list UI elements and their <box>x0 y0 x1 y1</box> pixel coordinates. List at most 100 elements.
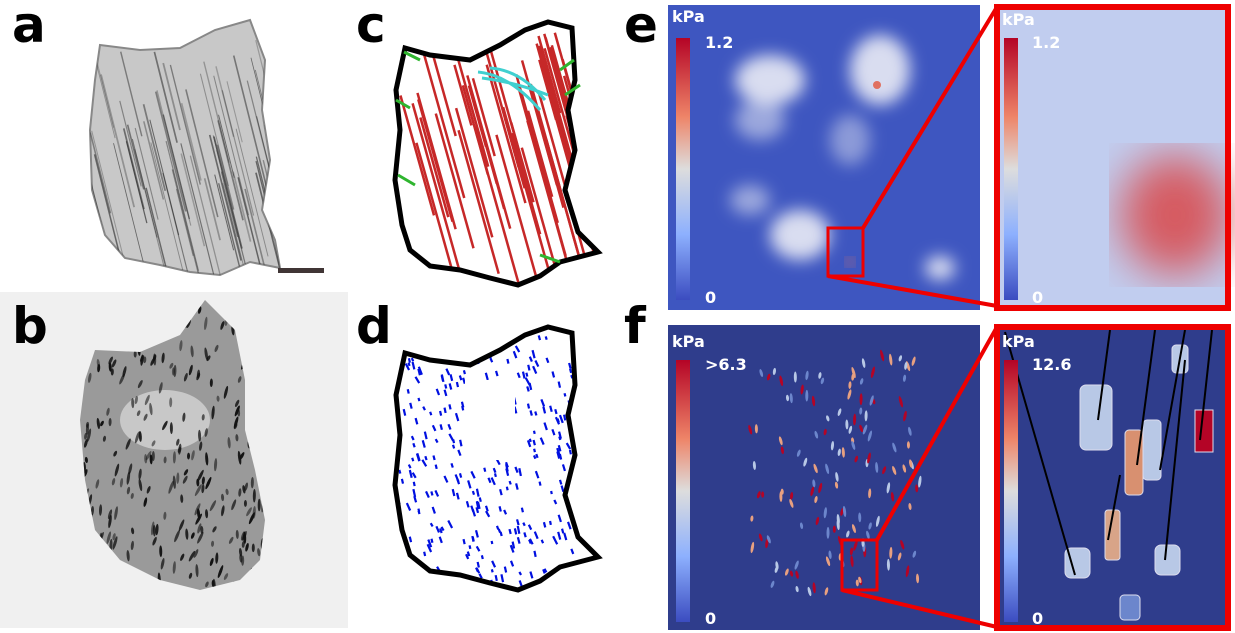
adhesion <box>454 581 455 584</box>
fibre <box>400 95 434 215</box>
colorbar-max: >6.3 <box>705 355 747 374</box>
adhesion <box>565 570 568 578</box>
adhesion <box>402 571 403 575</box>
adhesion <box>492 337 493 340</box>
adhesion <box>457 382 458 387</box>
adhesion <box>440 411 441 416</box>
adhesion <box>586 412 588 415</box>
adhesion <box>496 575 497 581</box>
adhesion <box>556 417 559 424</box>
adhesion <box>449 434 453 441</box>
adhesion <box>431 523 433 526</box>
adhesion <box>534 431 535 434</box>
adhesion <box>488 478 490 483</box>
adhesion <box>567 443 571 449</box>
adhesion <box>445 384 446 388</box>
adhesion <box>399 470 400 474</box>
fibre <box>473 78 495 156</box>
adhesion <box>423 440 425 447</box>
adhesion <box>513 542 514 549</box>
panel-b-image <box>0 292 348 628</box>
adhesion <box>569 363 570 369</box>
figure: kPa 1.2 0 kPa 1.2 0 kPa >6.3 0 kPa 12.6 … <box>0 0 1235 633</box>
colorbar-min: 0 <box>1032 288 1043 307</box>
adhesion <box>541 438 544 445</box>
adhesion <box>477 546 480 551</box>
adhesion <box>533 366 536 373</box>
adhesion <box>451 374 453 380</box>
adhesion <box>430 412 431 415</box>
adhesion <box>587 388 589 394</box>
panel-label: e <box>624 0 658 54</box>
panel-label: f <box>624 297 647 355</box>
adhesion <box>416 340 417 343</box>
adhesion <box>546 336 547 339</box>
adhesion <box>582 339 583 344</box>
adhesion <box>485 347 486 350</box>
adhesion <box>422 460 426 467</box>
adhesion <box>581 424 582 428</box>
adhesion <box>404 409 406 415</box>
adhesion <box>416 418 418 424</box>
panel-e-traction-map <box>668 5 1230 310</box>
adhesion <box>544 522 545 527</box>
adhesion <box>484 468 485 472</box>
adhesion <box>564 415 565 421</box>
adhesion <box>504 510 506 514</box>
adhesion <box>435 490 438 496</box>
adhesion <box>442 376 443 381</box>
adhesion <box>568 578 569 581</box>
adhesion <box>482 555 483 559</box>
adhesion <box>552 429 554 435</box>
adhesion <box>551 584 553 589</box>
adhesion <box>500 506 501 511</box>
adhesion <box>464 370 465 374</box>
adhesion <box>418 398 419 401</box>
adhesion <box>444 476 447 483</box>
adhesion <box>581 457 582 460</box>
adhesion <box>470 588 472 594</box>
adhesion <box>477 501 479 509</box>
adhesion <box>436 581 437 586</box>
adhesion <box>459 342 462 349</box>
adhesion <box>528 365 529 371</box>
fibre <box>413 103 459 268</box>
adhesion <box>470 545 471 548</box>
adhesion <box>412 358 413 361</box>
panel-label: d <box>356 297 392 355</box>
adhesion <box>451 463 452 467</box>
adhesion <box>414 482 415 486</box>
adhesion <box>467 501 469 507</box>
adhesion <box>410 561 411 564</box>
adhesion <box>473 509 475 516</box>
adhesion <box>507 487 508 491</box>
adhesion <box>580 583 582 588</box>
adhesion <box>453 445 454 449</box>
adhesion <box>460 440 461 446</box>
adhesion <box>559 437 560 440</box>
adhesion <box>492 541 493 544</box>
adhesion <box>495 473 496 477</box>
panel-label: a <box>12 0 46 54</box>
adhesion <box>455 345 457 352</box>
adhesion <box>419 511 420 514</box>
adhesion <box>452 343 454 350</box>
adhesion <box>491 343 492 349</box>
adhesion <box>460 375 462 380</box>
adhesion <box>451 350 453 355</box>
adhesion <box>410 537 411 542</box>
adhesion <box>534 551 535 557</box>
adhesion <box>542 540 543 543</box>
adhesion <box>426 491 429 497</box>
adhesion <box>579 449 580 452</box>
panel-d-segmentation <box>395 327 598 595</box>
adhesion <box>576 493 578 499</box>
adhesion <box>555 409 556 414</box>
adhesion <box>523 523 524 526</box>
adhesion <box>409 363 410 366</box>
adhesion <box>578 383 580 391</box>
adhesion <box>519 468 521 476</box>
panel-label: b <box>12 297 48 355</box>
adhesion <box>492 569 493 572</box>
adhesion <box>446 369 449 375</box>
